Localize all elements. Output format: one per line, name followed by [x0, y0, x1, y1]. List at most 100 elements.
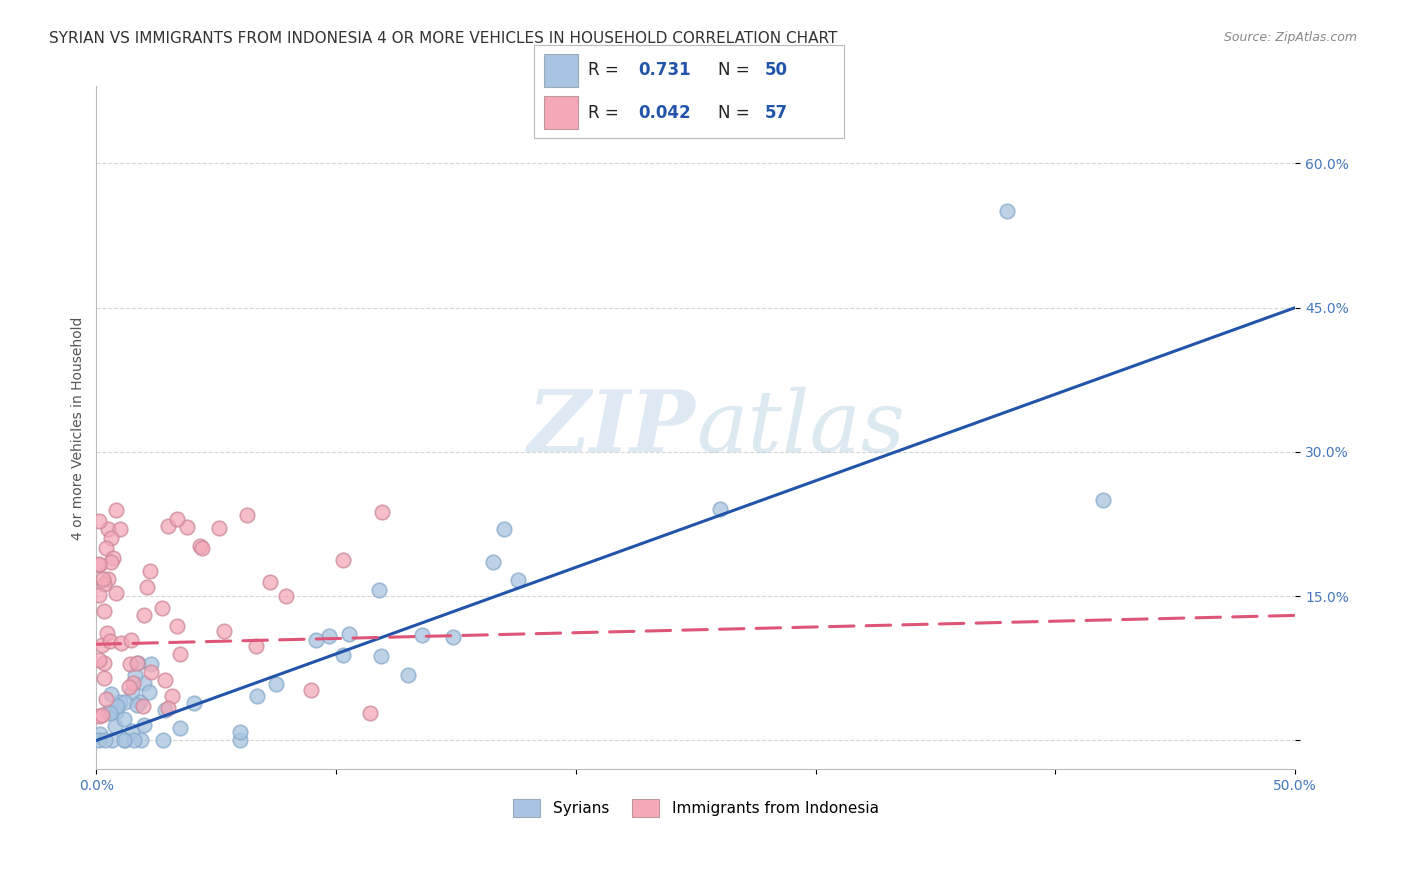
Point — [135, 580, 157, 594]
Point — [156, 701, 179, 715]
Point — [153, 673, 176, 688]
Point — [141, 657, 163, 672]
Point — [169, 647, 191, 661]
Text: 0.731: 0.731 — [638, 62, 690, 79]
Bar — [544, 96, 578, 129]
Point — [339, 627, 361, 641]
Point — [169, 721, 191, 735]
Text: R =: R = — [588, 103, 624, 121]
Point — [93, 576, 115, 591]
Point — [101, 550, 124, 565]
Point — [235, 508, 257, 523]
Point — [134, 675, 156, 690]
Point — [246, 689, 269, 703]
Point — [997, 204, 1019, 219]
Point — [104, 586, 127, 600]
Point — [506, 573, 529, 587]
Point — [492, 522, 515, 536]
Point — [97, 522, 120, 536]
Point — [118, 657, 141, 671]
Point — [97, 572, 120, 586]
Point — [124, 668, 146, 682]
Point — [97, 705, 120, 719]
Point — [332, 648, 354, 663]
Point — [318, 629, 340, 643]
Text: 0.042: 0.042 — [638, 103, 690, 121]
Point — [89, 653, 111, 667]
Point — [208, 521, 231, 535]
Point — [87, 588, 110, 602]
Point — [150, 601, 173, 615]
Point — [112, 733, 135, 747]
Point — [122, 675, 145, 690]
Point — [304, 633, 326, 648]
Point — [110, 695, 132, 709]
Point — [120, 633, 142, 648]
Point — [125, 656, 148, 670]
Point — [153, 703, 176, 717]
Point — [709, 501, 731, 516]
Point — [87, 558, 110, 573]
Point — [94, 691, 117, 706]
Point — [166, 512, 188, 526]
Point — [129, 733, 152, 747]
Point — [132, 607, 155, 622]
Point — [370, 648, 392, 663]
Point — [229, 725, 252, 739]
Point — [441, 630, 464, 644]
Point — [100, 532, 122, 546]
Point — [104, 705, 127, 719]
Point — [162, 689, 184, 703]
Point — [121, 685, 143, 699]
Text: SYRIAN VS IMMIGRANTS FROM INDONESIA 4 OR MORE VEHICLES IN HOUSEHOLD CORRELATION : SYRIAN VS IMMIGRANTS FROM INDONESIA 4 OR… — [49, 31, 838, 46]
Point — [87, 709, 110, 723]
Point — [332, 553, 354, 567]
Point — [359, 706, 381, 720]
Point — [93, 656, 115, 670]
Point — [371, 505, 394, 519]
Point — [121, 723, 143, 738]
Point — [114, 695, 136, 709]
Point — [299, 683, 322, 698]
Point — [138, 685, 160, 699]
Text: R =: R = — [588, 62, 624, 79]
Point — [274, 589, 297, 603]
Y-axis label: 4 or more Vehicles in Household: 4 or more Vehicles in Household — [72, 316, 86, 540]
Point — [91, 572, 114, 586]
Point — [94, 733, 117, 747]
Point — [166, 619, 188, 633]
Point — [139, 564, 162, 578]
Point — [94, 541, 117, 555]
Point — [176, 520, 198, 534]
Text: Source: ZipAtlas.com: Source: ZipAtlas.com — [1223, 31, 1357, 45]
Point — [100, 555, 122, 569]
Point — [104, 719, 127, 733]
Point — [141, 665, 163, 679]
Bar — [544, 54, 578, 87]
Text: ZIP: ZIP — [527, 386, 696, 469]
Point — [411, 628, 433, 642]
Point — [188, 539, 211, 553]
Point — [191, 541, 214, 555]
Point — [212, 624, 235, 639]
Point — [1092, 493, 1115, 508]
Text: N =: N = — [718, 103, 755, 121]
Point — [125, 698, 148, 712]
Point — [152, 733, 174, 747]
Point — [183, 696, 205, 710]
Point — [156, 519, 179, 533]
Point — [91, 638, 114, 652]
Point — [98, 634, 121, 648]
Point — [87, 733, 110, 747]
Point — [93, 671, 115, 685]
Point — [114, 733, 136, 747]
Point — [368, 582, 391, 597]
Text: N =: N = — [718, 62, 755, 79]
Point — [229, 733, 252, 747]
Point — [132, 717, 155, 731]
Point — [110, 636, 132, 650]
Point — [481, 555, 503, 569]
Point — [245, 639, 267, 653]
Point — [127, 657, 149, 671]
Point — [110, 522, 132, 536]
